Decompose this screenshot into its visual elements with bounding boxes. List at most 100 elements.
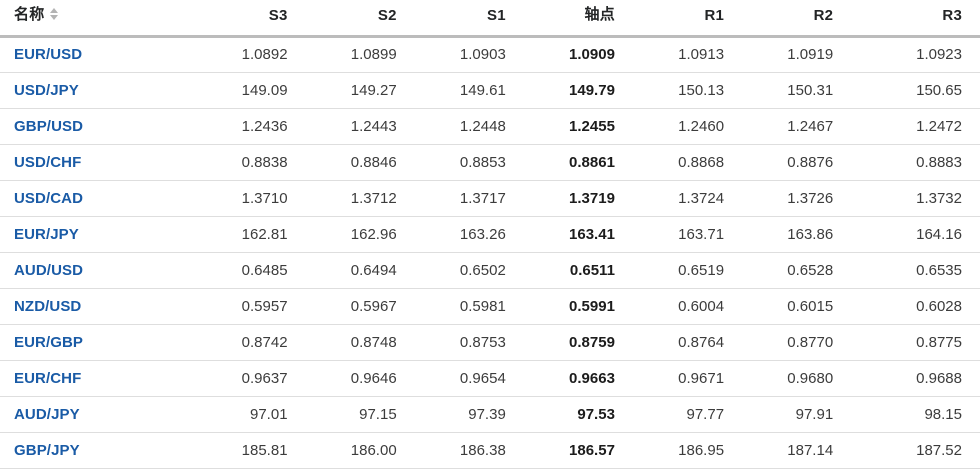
cell-r1: 163.71	[632, 216, 743, 253]
cell-r1: 0.6519	[632, 252, 743, 289]
currency-pair-link[interactable]: EUR/USD	[14, 46, 83, 63]
cell-s1: 0.5981	[414, 288, 524, 325]
cell-s3: 0.6485	[196, 252, 306, 289]
cell-r3: 98.15	[851, 396, 980, 433]
sort-updown-icon[interactable]	[50, 8, 59, 20]
currency-pair-cell: EUR/GBP	[0, 324, 197, 361]
table-row: USD/CAD 1.3710 1.3712 1.3717 1.3719 1.3724 1.3…	[0, 180, 980, 217]
currency-pair-link[interactable]: GBP/USD	[14, 117, 84, 135]
cell-r1: 1.3724	[632, 180, 743, 217]
cell-pivot: 0.5991	[523, 288, 633, 325]
cell-r2: 0.8770	[742, 324, 852, 361]
currency-pair-link[interactable]: AUD/JPY	[14, 405, 80, 423]
column-header-pivot[interactable]: 轴点	[523, 0, 633, 38]
cell-pivot: 1.0909	[523, 36, 633, 73]
cell-r3: 1.0923	[851, 36, 980, 73]
currency-pair-cell: AUD/JPY	[0, 396, 197, 433]
currency-pair-cell: USD/CAD	[0, 180, 197, 217]
cell-s2: 1.2443	[305, 108, 415, 145]
cell-r1: 97.77	[632, 396, 743, 433]
table-row: AUD/USD 0.6485 0.6494 0.6502 0.6511 0.6519 0.6…	[0, 252, 980, 289]
currency-pair-link[interactable]: USD/CAD	[14, 189, 84, 207]
cell-s1: 0.9654	[414, 360, 524, 397]
cell-s1: 0.8853	[414, 144, 524, 181]
currency-pair-cell: GBP/JPY	[0, 432, 197, 469]
cell-pivot: 163.41	[523, 216, 633, 253]
cell-pivot: 186.57	[523, 432, 633, 469]
column-header-r2[interactable]: R2	[742, 0, 852, 38]
cell-s3: 162.81	[196, 216, 306, 253]
cell-r1: 0.8868	[632, 144, 743, 181]
cell-s2: 0.8748	[305, 324, 415, 361]
cell-s2: 0.5967	[305, 288, 415, 325]
cell-s1: 186.38	[414, 432, 524, 469]
column-header-s1[interactable]: S1	[414, 0, 524, 38]
currency-pair-link[interactable]: GBP/JPY	[14, 441, 80, 459]
currency-pair-link[interactable]: EUR/GBP	[14, 333, 84, 351]
column-header-s2[interactable]: S2	[305, 0, 415, 38]
cell-s3: 97.01	[196, 396, 306, 433]
currency-pair-cell: EUR/JPY	[0, 216, 197, 253]
column-header-name-label: 名称	[14, 5, 45, 23]
table-row: EUR/JPY 162.81 162.96 163.26 163.41 163.71 163…	[0, 216, 980, 253]
table-row: USD/JPY 149.09 149.27 149.61 149.79 150.13 150…	[0, 72, 980, 109]
cell-r1: 150.13	[632, 72, 743, 109]
table-body: EUR/USD 1.0892 1.0899 1.0903 1.0909 1.0913 1.0…	[0, 36, 980, 473]
header-row: 名称 S3 S2 S1 轴点 R1 R2 R3	[0, 0, 980, 38]
column-header-r1[interactable]: R1	[632, 0, 743, 38]
cell-r1: 1.2460	[632, 108, 743, 145]
currency-pair-link[interactable]: NZD/USD	[14, 297, 82, 315]
cell-s2: 0.6494	[305, 252, 415, 289]
cell-s3: 0.9637	[196, 360, 306, 397]
cell-r2: 150.31	[742, 72, 852, 109]
cell-empty	[524, 468, 633, 473]
cell-pivot: 1.3719	[523, 180, 633, 217]
cell-r3: 150.65	[851, 72, 980, 109]
cell-s2: 149.27	[305, 72, 415, 109]
table-row: NZD/USD 0.5957 0.5967 0.5981 0.5991 0.6004 0.6…	[0, 288, 980, 325]
cell-s1: 0.8753	[414, 324, 524, 361]
cell-empty	[196, 468, 305, 473]
currency-pair-cell: EUR/CHF	[0, 360, 197, 397]
currency-pair-link[interactable]: USD/CHF	[14, 153, 82, 171]
currency-pair-link[interactable]: EUR/CHF	[14, 369, 82, 387]
cell-empty	[306, 468, 415, 473]
cell-r3: 1.3732	[851, 180, 980, 217]
currency-pair-cell: USD/JPY	[0, 72, 197, 109]
currency-pair-link[interactable]: USD/JPY	[14, 81, 79, 99]
cell-r2: 1.0919	[742, 36, 852, 73]
cell-pivot: 149.79	[523, 72, 633, 109]
cell-s3: 1.3710	[196, 180, 306, 217]
currency-pair-cell: USD/CHF	[0, 144, 197, 181]
cell-r1: 1.0913	[632, 36, 743, 73]
cell-empty	[0, 468, 196, 473]
cell-s1: 1.0903	[414, 36, 524, 73]
cell-pivot: 0.8759	[523, 324, 633, 361]
cell-s1: 1.3717	[414, 180, 524, 217]
cell-s3: 0.8838	[196, 144, 306, 181]
cell-r3: 0.6028	[851, 288, 980, 325]
column-header-name[interactable]: 名称	[0, 0, 197, 38]
currency-pair-cell: GBP/USD	[0, 108, 197, 145]
cell-r2: 97.91	[742, 396, 852, 433]
cell-r2: 0.8876	[742, 144, 852, 181]
column-header-s3[interactable]: S3	[196, 0, 306, 38]
currency-pair-link[interactable]: EUR/JPY	[14, 225, 79, 243]
cell-empty	[851, 468, 980, 473]
currency-pair-link[interactable]: AUD/USD	[14, 261, 84, 279]
cell-s3: 149.09	[196, 72, 306, 109]
cell-r3: 0.8883	[851, 144, 980, 181]
cell-s2: 186.00	[305, 432, 415, 469]
table-row: EUR/USD 1.0892 1.0899 1.0903 1.0909 1.0913 1.0…	[0, 36, 980, 73]
column-header-r3[interactable]: R3	[851, 0, 980, 38]
cell-s2: 0.8846	[305, 144, 415, 181]
cell-r3: 0.9688	[851, 360, 980, 397]
cell-s3: 1.2436	[196, 108, 306, 145]
currency-pair-cell: NZD/USD	[0, 288, 197, 325]
table-row: GBP/JPY 185.81 186.00 186.38 186.57 186.95 187…	[0, 432, 980, 469]
cell-pivot: 1.2455	[523, 108, 633, 145]
cell-pivot: 0.8861	[523, 144, 633, 181]
cell-r1: 0.6004	[632, 288, 743, 325]
